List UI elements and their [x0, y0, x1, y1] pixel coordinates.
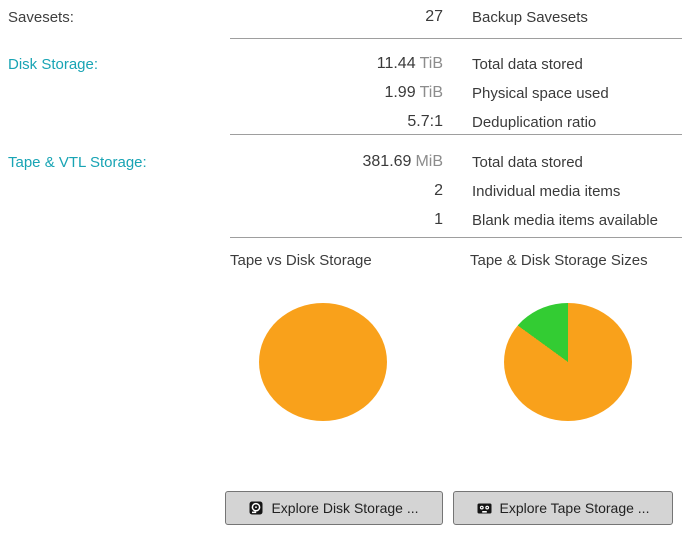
tape-storage-section-label: Tape & VTL Storage:: [8, 154, 147, 171]
separator: [230, 134, 682, 135]
tape-and-disk-sizes-pie-chart: [504, 303, 632, 421]
tape-total-data-value: 381.69: [362, 153, 412, 170]
explore-disk-storage-label: Explore Disk Storage ...: [271, 500, 419, 516]
disk-total-data-value: 11.44: [376, 55, 416, 72]
disk-dedup-ratio-desc: Deduplication ratio: [472, 114, 597, 131]
tape-media-items: 2: [230, 182, 443, 200]
disk-dedup-ratio-value: 5.7:1: [407, 113, 443, 130]
tape-total-data-unit: MiB: [415, 153, 443, 170]
explore-tape-storage-label: Explore Tape Storage ...: [499, 500, 650, 516]
tape-vs-disk-chart-title: Tape vs Disk Storage: [230, 252, 372, 269]
tape-media-items-value: 2: [434, 182, 443, 199]
tape-icon: [477, 502, 492, 515]
savesets-count: 27: [230, 8, 443, 26]
tape-vs-disk-pie-chart: [259, 303, 387, 421]
disk-total-data-desc: Total data stored: [472, 56, 583, 73]
explore-tape-storage-button[interactable]: Explore Tape Storage ...: [453, 491, 673, 525]
tape-media-items-desc: Individual media items: [472, 183, 621, 200]
separator: [230, 237, 682, 238]
disk-physical-space-unit: TiB: [419, 84, 443, 101]
tape-and-disk-sizes-chart-title: Tape & Disk Storage Sizes: [470, 252, 648, 269]
disk-icon: [249, 501, 263, 515]
tape-total-data: 381.69 MiB: [230, 153, 444, 171]
disk-physical-space-desc: Physical space used: [472, 85, 609, 102]
tape-total-data-desc: Total data stored: [472, 154, 583, 171]
disk-total-data-unit: TiB: [419, 55, 443, 72]
savesets-count-value: 27: [425, 8, 443, 25]
savesets-section-label: Savesets:: [8, 9, 74, 26]
tape-blank-media-desc: Blank media items available: [472, 212, 658, 229]
tape-blank-media-value: 1: [434, 211, 443, 228]
tape-blank-media: 1: [230, 211, 443, 229]
disk-dedup-ratio: 5.7:1: [230, 113, 443, 131]
disk-storage-section-label: Disk Storage:: [8, 56, 99, 73]
disk-total-data: 11.44 TiB: [230, 55, 443, 73]
disk-physical-space-value: 1.99: [384, 84, 416, 101]
savesets-count-desc: Backup Savesets: [472, 9, 588, 26]
separator: [230, 38, 682, 39]
disk-physical-space: 1.99 TiB: [230, 84, 443, 102]
explore-disk-storage-button[interactable]: Explore Disk Storage ...: [225, 491, 443, 525]
